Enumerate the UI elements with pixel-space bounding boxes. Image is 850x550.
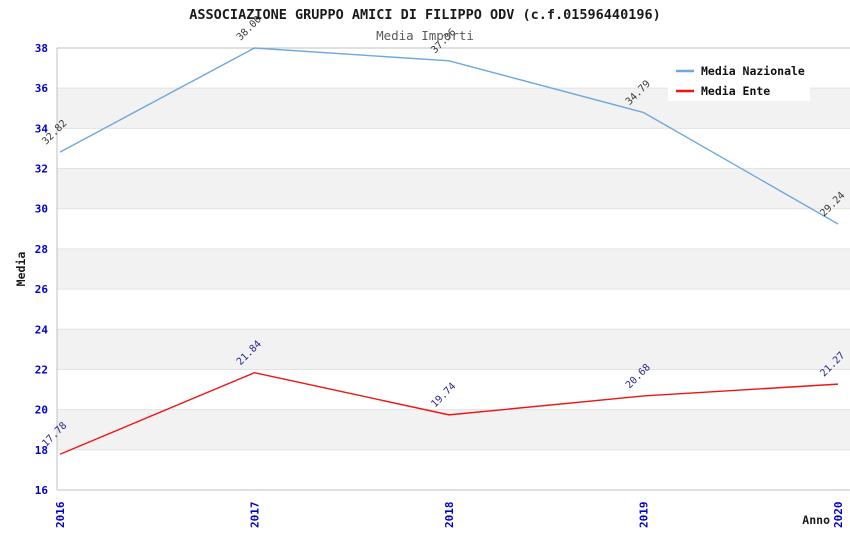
x-tick-label: 2020 xyxy=(832,502,845,529)
chart-subtitle: Media Importi xyxy=(376,28,474,43)
y-axis-label: Media xyxy=(14,252,28,287)
y-tick-label: 30 xyxy=(35,203,48,216)
x-tick-label: 2017 xyxy=(249,502,262,529)
y-tick-label: 28 xyxy=(35,243,48,256)
y-tick-label: 20 xyxy=(35,404,48,417)
plot-band xyxy=(57,329,850,370)
point-label: 19.74 xyxy=(429,381,458,410)
x-tick-label: 2016 xyxy=(54,501,67,528)
legend: Media Nazionale Media Ente xyxy=(668,55,810,101)
x-axis-label: Anno xyxy=(802,513,830,527)
plot-band xyxy=(57,168,850,209)
y-tick-label: 22 xyxy=(35,363,48,376)
y-tick-label: 26 xyxy=(35,283,49,296)
series-line-1 xyxy=(59,371,839,455)
legend-label-media-ente: Media Ente xyxy=(701,84,770,98)
y-tick-label: 32 xyxy=(35,163,48,176)
plot-band xyxy=(57,248,850,290)
x-tick-label: 2018 xyxy=(443,502,456,529)
legend-box xyxy=(668,55,810,101)
chart-title: ASSOCIAZIONE GRUPPO AMICI DI FILIPPO ODV… xyxy=(189,7,660,23)
y-tick-label: 38 xyxy=(35,42,48,55)
series-line-0 xyxy=(59,47,839,225)
y-tick-label: 34 xyxy=(35,122,49,135)
legend-label-media-nazionale: Media Nazionale xyxy=(701,64,805,78)
y-tick-label: 16 xyxy=(35,484,49,497)
y-tick-label: 24 xyxy=(35,323,49,336)
plot-band xyxy=(57,409,850,450)
y-tick-label: 18 xyxy=(35,444,48,457)
x-tick-label: 2019 xyxy=(638,502,651,529)
y-tick-label: 36 xyxy=(35,82,49,95)
